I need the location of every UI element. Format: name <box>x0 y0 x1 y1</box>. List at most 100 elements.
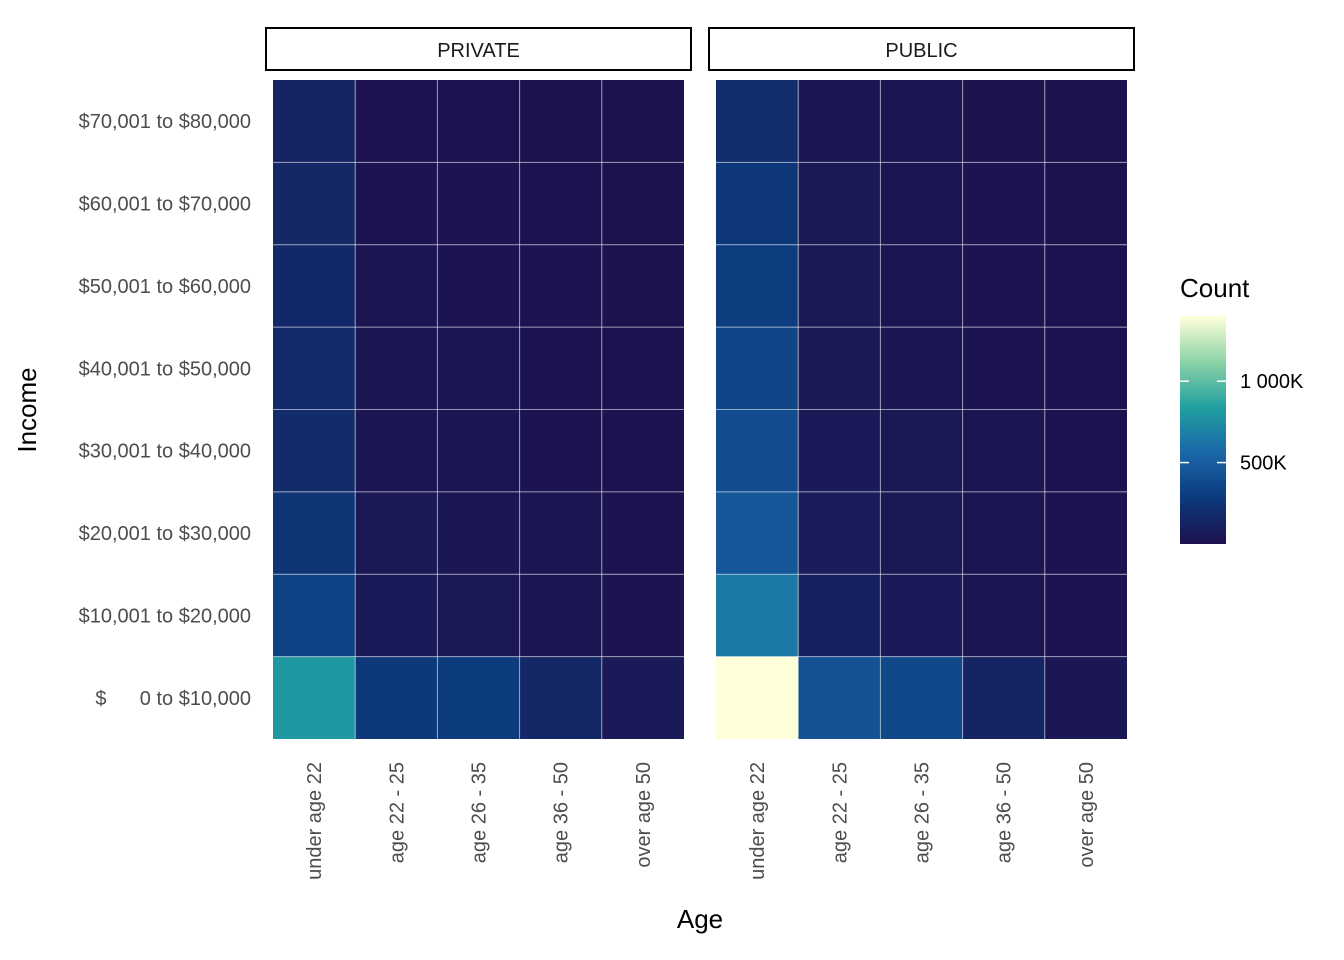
heatmap-cell <box>798 244 881 328</box>
heatmap-cell <box>880 80 963 163</box>
legend-colorbar <box>1180 316 1226 544</box>
heatmap-cell <box>273 162 356 245</box>
heatmap-cell <box>716 574 799 657</box>
heatmap-cell <box>437 574 520 657</box>
heatmap-cell <box>716 162 799 245</box>
heatmap-cell <box>355 327 438 410</box>
heatmap-cell <box>273 80 356 163</box>
x-tick-label: age 36 - 50 <box>551 762 573 863</box>
y-tick-label: $40,001 to $50,000 <box>79 358 251 380</box>
x-tick-label: over age 50 <box>1076 762 1098 868</box>
heatmap-cell <box>798 162 881 245</box>
x-tick-label: age 22 - 25 <box>829 762 851 863</box>
heatmap-cell <box>437 80 520 163</box>
heatmap-cell <box>601 491 684 575</box>
heatmap-cell <box>798 409 881 492</box>
heatmap-cell <box>962 244 1045 328</box>
heatmap-cell <box>437 409 520 492</box>
heatmap-cell <box>355 162 438 245</box>
heatmap-cell <box>601 244 684 328</box>
heatmap-cell <box>355 491 438 575</box>
heatmap-cell <box>273 656 356 739</box>
heatmap-cell <box>1044 327 1127 410</box>
x-tick-label: over age 50 <box>633 762 655 868</box>
heatmap-cell <box>355 656 438 739</box>
heatmap-cell <box>437 491 520 575</box>
heatmap-cell <box>437 162 520 245</box>
x-tick-label: age 36 - 50 <box>994 762 1016 863</box>
heatmap-cell <box>355 409 438 492</box>
y-tick-label: $10,001 to $20,000 <box>79 605 251 627</box>
heatmap-cell <box>519 574 602 657</box>
heatmap-cell <box>273 409 356 492</box>
heatmap-cell <box>1044 656 1127 739</box>
facet-strip <box>708 27 1135 71</box>
heatmap-cell <box>716 327 799 410</box>
heatmap-cell <box>601 574 684 657</box>
heatmap-cell <box>355 244 438 328</box>
heatmap-cell <box>962 656 1045 739</box>
y-axis-title: Income <box>12 367 42 452</box>
heatmap-cell <box>355 574 438 657</box>
heatmap-cell <box>437 327 520 410</box>
heatmap-cell <box>1044 409 1127 492</box>
heatmap-cell <box>962 162 1045 245</box>
heatmap-cell <box>798 574 881 657</box>
heatmap-cell <box>716 656 799 739</box>
heatmap-cell <box>1044 244 1127 328</box>
legend: Count 500K 1 000K <box>1180 273 1304 544</box>
heatmap-cell <box>880 491 963 575</box>
heatmap-cell <box>798 656 881 739</box>
heatmap-cell <box>798 491 881 575</box>
heatmap-cell <box>519 244 602 328</box>
heatmap-cell <box>798 327 881 410</box>
heatmap-cell <box>519 491 602 575</box>
heatmap-cell <box>1044 162 1127 245</box>
heatmap-cell <box>962 409 1045 492</box>
heatmap-cell <box>716 80 799 163</box>
heatmap-cell <box>519 162 602 245</box>
legend-tick-label: 1 000K <box>1240 371 1304 393</box>
x-tick-label: age 26 - 35 <box>469 762 491 863</box>
facet-panel-private: PRIVATE under age 22 age 22 - 25 age 26 - 3… <box>265 27 692 880</box>
heatmap-cell <box>716 409 799 492</box>
heatmap-cell <box>716 244 799 328</box>
heatmap-cell <box>798 80 881 163</box>
heatmap-cell <box>519 327 602 410</box>
legend-title: Count <box>1180 273 1250 303</box>
heatmap-cell <box>1044 491 1127 575</box>
y-tick-label: $50,001 to $60,000 <box>79 276 251 298</box>
y-tick-label: $20,001 to $30,000 <box>79 523 251 545</box>
heatmap-cell <box>962 327 1045 410</box>
heatmap-cell <box>601 327 684 410</box>
heatmap-cell <box>880 327 963 410</box>
heatmap-cell <box>962 574 1045 657</box>
y-tick-label: $60,001 to $70,000 <box>79 194 251 216</box>
heatmap-cell <box>355 80 438 163</box>
y-tick-label: $70,001 to $80,000 <box>79 111 251 133</box>
heatmap-cell <box>962 80 1045 163</box>
heatmap-cell <box>601 80 684 163</box>
x-tick-label: age 26 - 35 <box>912 762 934 863</box>
heatmap-cell <box>273 491 356 575</box>
heatmap-cell <box>601 162 684 245</box>
heatmap-cell <box>519 409 602 492</box>
legend-tick-label: 500K <box>1240 453 1287 475</box>
heatmap-cell <box>880 162 963 245</box>
heatmap-cell <box>880 244 963 328</box>
heatmap-cell <box>880 574 963 657</box>
heatmap-cell <box>716 491 799 575</box>
heatmap-cell <box>601 409 684 492</box>
heatmap-cell <box>1044 574 1127 657</box>
heatmap-cell <box>273 327 356 410</box>
heatmap-cell <box>273 574 356 657</box>
heatmap-cell <box>962 491 1045 575</box>
heatmap-cell <box>437 244 520 328</box>
y-tick-label: $ 0 to $10,000 <box>95 688 251 710</box>
heatmap-cell <box>273 244 356 328</box>
x-tick-label: age 22 - 25 <box>386 762 408 863</box>
heatmap-cell <box>1044 80 1127 163</box>
facet-panel-public: PUBLIC under age 22 age 22 - 25 age 26 - 35… <box>708 27 1135 880</box>
heatmap-cell <box>519 80 602 163</box>
